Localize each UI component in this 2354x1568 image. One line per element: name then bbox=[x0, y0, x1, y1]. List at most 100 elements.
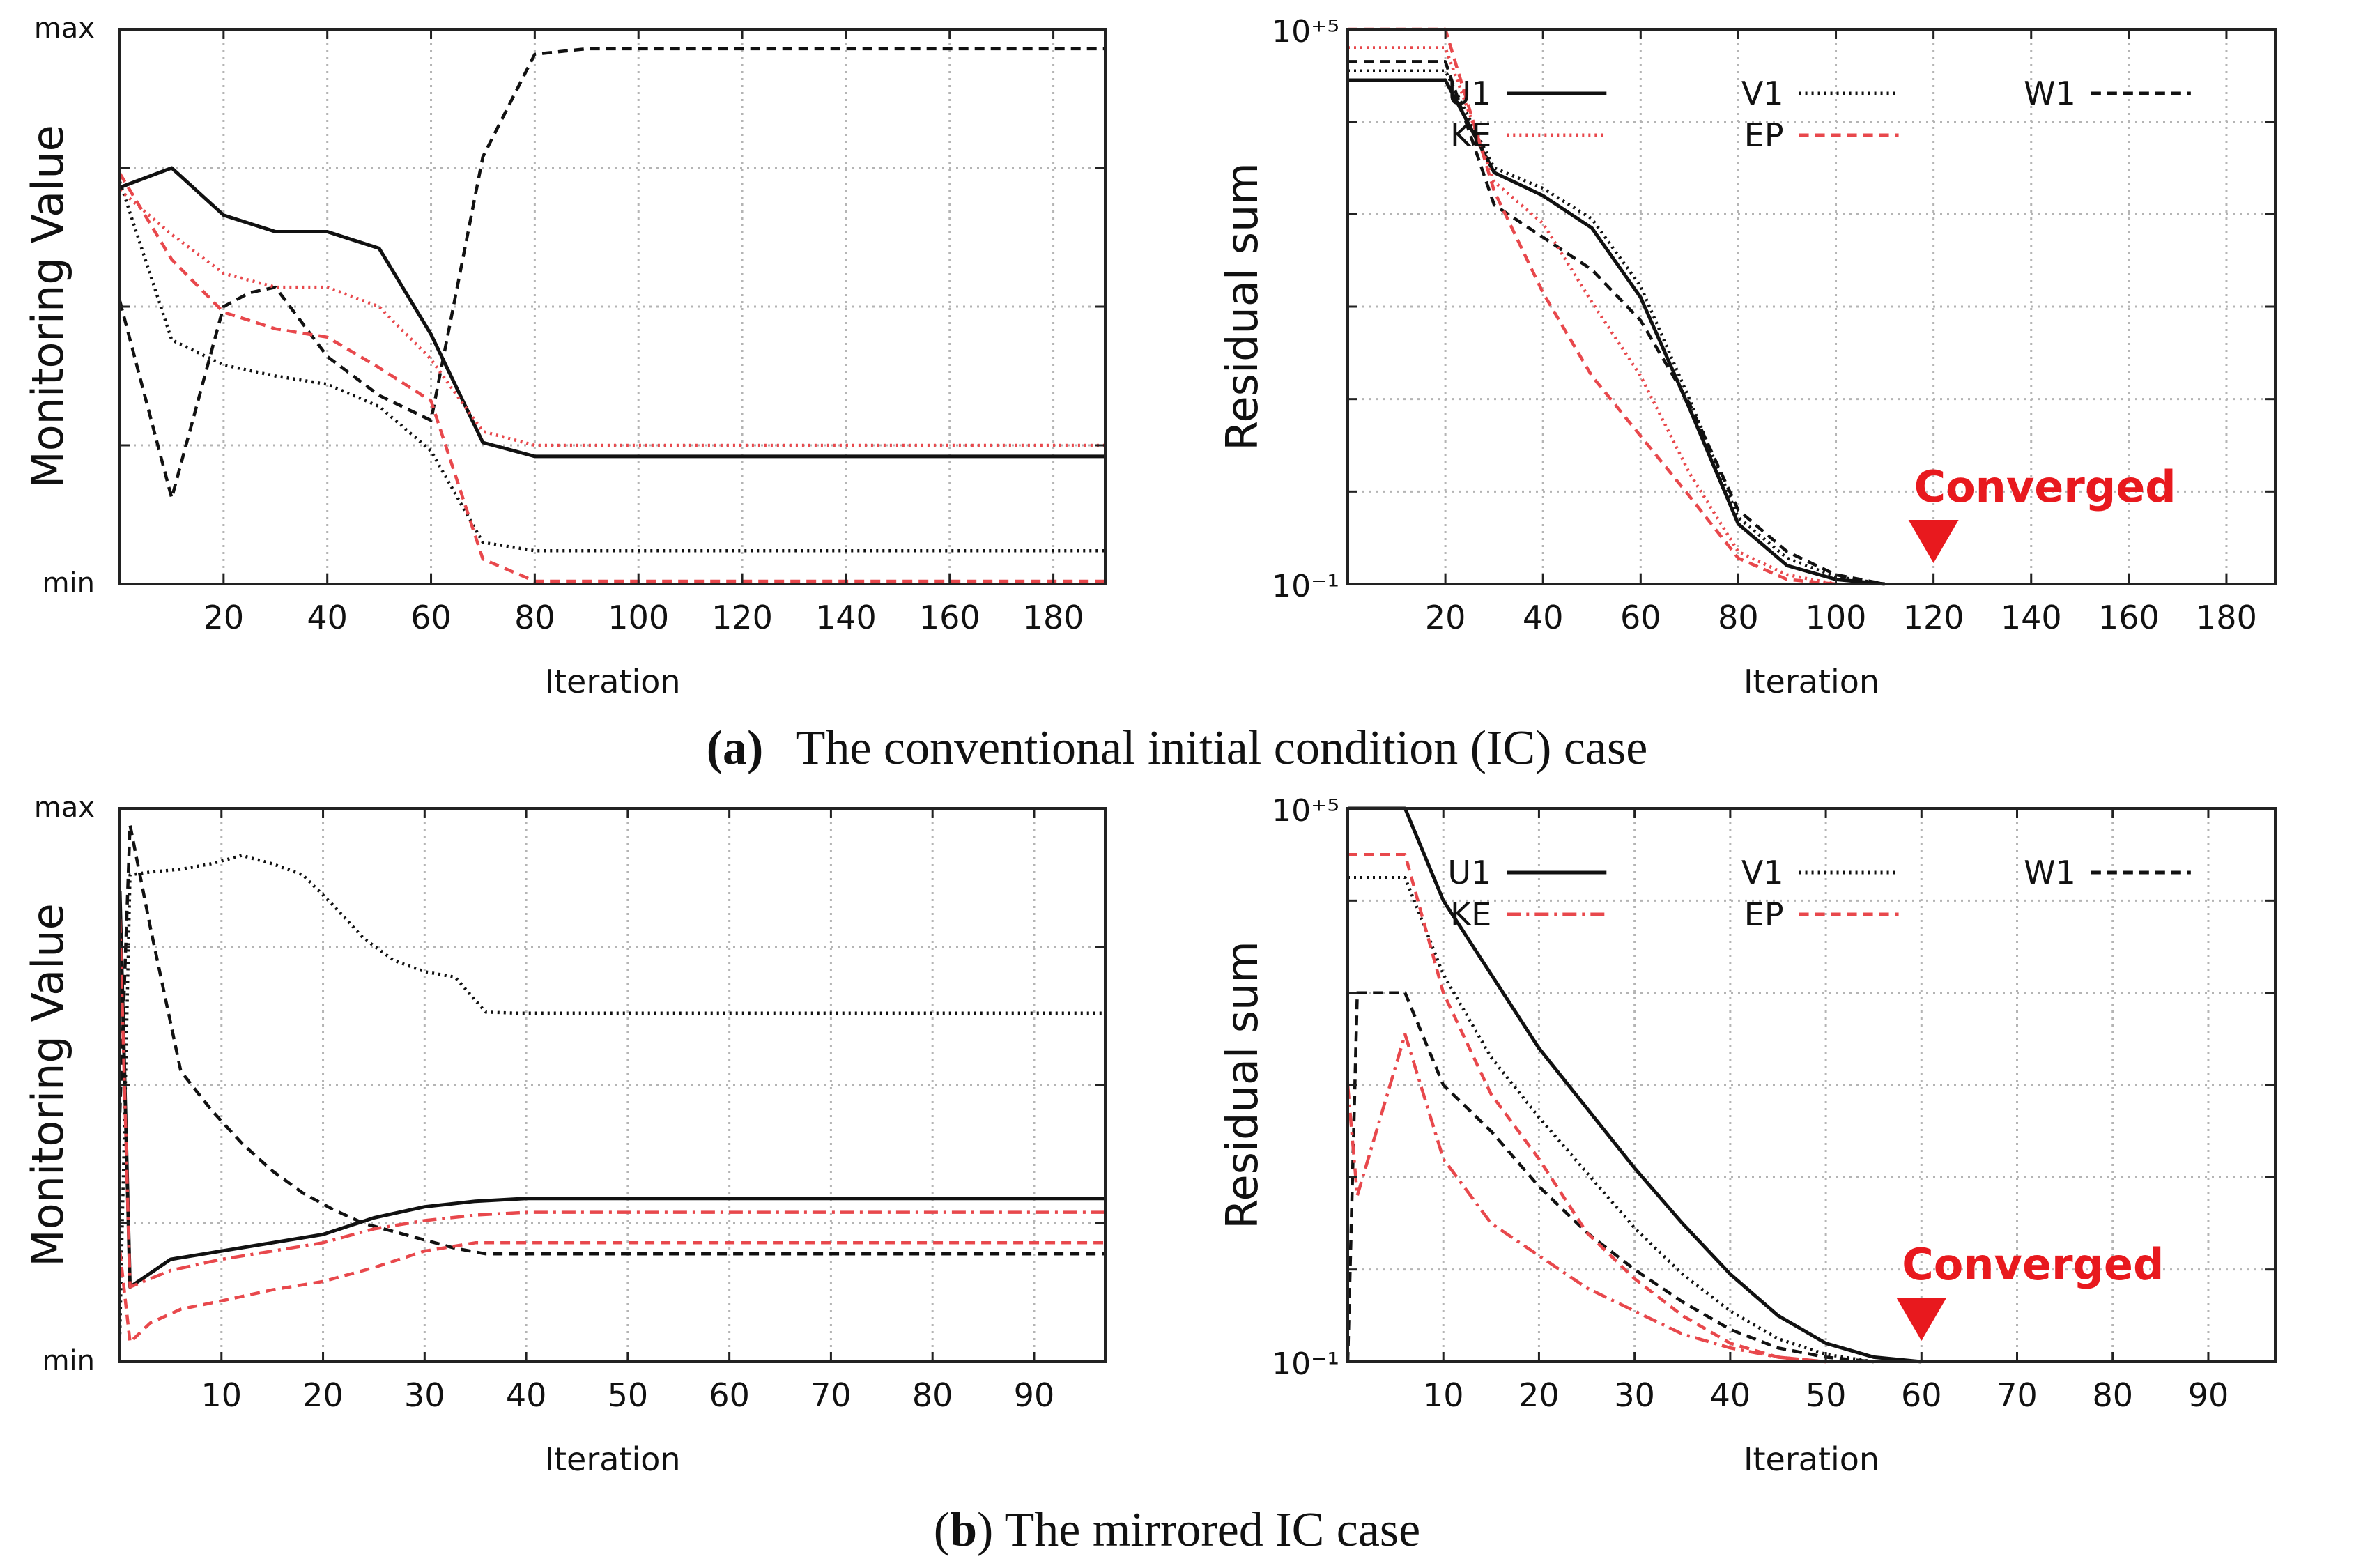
grid bbox=[120, 29, 1105, 584]
y-tick-label-min: min bbox=[43, 1345, 95, 1377]
x-tick-label: 120 bbox=[1903, 599, 1964, 636]
series-line-ep bbox=[1348, 27, 1836, 586]
legend-label-u1: U1 bbox=[1447, 75, 1491, 112]
y-axis-label: Residual sum bbox=[1217, 162, 1268, 451]
converged-label: Converged bbox=[1902, 1239, 2164, 1290]
y-tick-label-low: 10⁻¹ bbox=[1272, 1346, 1339, 1382]
legend: U1 V1 W1 KE EP bbox=[1447, 75, 2191, 154]
x-tick-label: 70 bbox=[1997, 1376, 2038, 1414]
x-tick-label: 80 bbox=[2092, 1376, 2133, 1414]
x-axis-label: Iteration bbox=[544, 663, 680, 700]
y-axis-label: Monitoring Value bbox=[22, 125, 73, 489]
x-tick-label: 30 bbox=[1614, 1376, 1655, 1414]
legend-label-w1: W1 bbox=[2024, 854, 2076, 891]
series-line-ep bbox=[1348, 852, 1826, 1364]
series-line-ep bbox=[120, 1241, 1105, 1344]
x-tick-label: 180 bbox=[1023, 599, 1084, 636]
converged-label: Converged bbox=[1914, 461, 2176, 512]
chart-a-residual-sum: 20 40 60 80 100 120 140 160 180 10⁺⁵ 10⁻¹ Iteration… bbox=[1217, 14, 2277, 700]
chart-b-residual-sum: 10 20 30 40 50 60 70 80 90 10⁺⁵ 10⁻¹ Iteration Resid… bbox=[1217, 793, 2277, 1478]
x-tick-label: 100 bbox=[1806, 599, 1867, 636]
x-tick-label: 180 bbox=[2196, 599, 2257, 636]
x-tick-label: 20 bbox=[1425, 599, 1466, 636]
x-tick-label: 60 bbox=[410, 599, 452, 636]
converged-marker bbox=[1896, 1298, 1947, 1341]
legend-label-ke: KE bbox=[1450, 896, 1491, 933]
x-tick-label: 140 bbox=[815, 599, 877, 636]
x-tick-label: 80 bbox=[912, 1376, 953, 1414]
x-tick-label: 60 bbox=[1620, 599, 1661, 636]
y-tick-label-high: 10⁺⁵ bbox=[1272, 14, 1339, 49]
x-tick-label: 40 bbox=[1523, 599, 1564, 636]
legend: U1 V1 W1 KE EP bbox=[1447, 854, 2191, 933]
x-tick-label: 160 bbox=[919, 599, 980, 636]
caption-a-text: The conventional initial condition (IC) … bbox=[796, 721, 1648, 775]
y-tick-label-min: min bbox=[43, 567, 95, 599]
x-tick-label: 20 bbox=[302, 1376, 344, 1414]
series-line-ke bbox=[120, 918, 1105, 1289]
x-tick-label: 30 bbox=[404, 1376, 445, 1414]
x-tick-label: 40 bbox=[307, 599, 348, 636]
series-line-v1 bbox=[1348, 69, 1885, 586]
legend-label-u1: U1 bbox=[1447, 854, 1491, 891]
series-line-u1 bbox=[1348, 78, 1885, 586]
series-line-w1 bbox=[120, 47, 1105, 500]
series-line-w1 bbox=[1348, 60, 1886, 586]
series-group bbox=[1348, 806, 1922, 1364]
series-line-ke bbox=[120, 189, 1105, 447]
x-axis-label: Iteration bbox=[544, 1440, 680, 1478]
chart-a-monitoring-value: 20 40 60 80 100 120 140 160 180 max min Iteration Mo… bbox=[22, 13, 1107, 700]
x-tick-label: 120 bbox=[711, 599, 773, 636]
y-tick-label-max: max bbox=[34, 13, 95, 45]
caption-a-label: (a) bbox=[707, 721, 764, 775]
y-axis-label: Monitoring Value bbox=[22, 903, 73, 1267]
x-tick-label: 90 bbox=[1014, 1376, 1055, 1414]
y-tick-label-max: max bbox=[34, 792, 95, 824]
x-tick-label: 10 bbox=[1423, 1376, 1464, 1414]
series-line-u1 bbox=[1348, 806, 1922, 1364]
x-tick-label: 60 bbox=[709, 1376, 750, 1414]
series-group bbox=[1348, 27, 1886, 586]
legend-label-w1: W1 bbox=[2024, 75, 2076, 112]
caption-b-label: b bbox=[950, 1503, 977, 1557]
series-line-v1 bbox=[1348, 876, 1875, 1364]
x-tick-label: 40 bbox=[506, 1376, 547, 1414]
legend-label-ep: EP bbox=[1744, 896, 1784, 933]
x-tick-label: 140 bbox=[2001, 599, 2062, 636]
x-tick-label: 60 bbox=[1901, 1376, 1942, 1414]
y-axis-label: Residual sum bbox=[1217, 941, 1268, 1229]
x-tick-label: 20 bbox=[1518, 1376, 1560, 1414]
x-axis-label: Iteration bbox=[1744, 1440, 1879, 1478]
x-tick-label: 100 bbox=[608, 599, 669, 636]
series-line-v1 bbox=[120, 181, 1105, 553]
series-line-v1 bbox=[120, 854, 1105, 1335]
y-tick-label-low: 10⁻¹ bbox=[1272, 569, 1339, 604]
caption-a: (a) The conventional initial condition (… bbox=[707, 721, 1648, 775]
chart-b-monitoring-value: 10 20 30 40 50 60 70 80 90 max min Iteration Monitor… bbox=[22, 792, 1107, 1478]
converged-marker bbox=[1908, 520, 1959, 563]
grid bbox=[1348, 29, 2275, 584]
x-tick-label: 50 bbox=[1806, 1376, 1847, 1414]
caption-b-text: ) The mirrored IC case bbox=[977, 1503, 1420, 1557]
series-group bbox=[120, 47, 1105, 583]
y-tick-label-high: 10⁺⁵ bbox=[1272, 793, 1339, 829]
x-tick-label: 20 bbox=[203, 599, 245, 636]
series-line-w1 bbox=[120, 823, 1105, 1256]
legend-label-ep: EP bbox=[1744, 116, 1784, 154]
x-tick-label: 160 bbox=[2098, 599, 2160, 636]
caption-b: (b) The mirrored IC case bbox=[934, 1503, 1420, 1557]
x-tick-label: 70 bbox=[810, 1376, 852, 1414]
series-line-u1 bbox=[120, 166, 1105, 459]
legend-label-ke: KE bbox=[1450, 116, 1491, 154]
series-line-ep bbox=[120, 172, 1105, 583]
x-tick-label: 80 bbox=[514, 599, 555, 636]
series-group bbox=[120, 823, 1105, 1344]
x-axis-label: Iteration bbox=[1744, 663, 1879, 700]
grid bbox=[120, 808, 1105, 1362]
legend-label-v1: V1 bbox=[1741, 854, 1784, 891]
x-tick-label: 80 bbox=[1718, 599, 1759, 636]
series-line-ke bbox=[1348, 1032, 1826, 1364]
x-tick-label: 90 bbox=[2188, 1376, 2229, 1414]
x-tick-label: 40 bbox=[1710, 1376, 1751, 1414]
